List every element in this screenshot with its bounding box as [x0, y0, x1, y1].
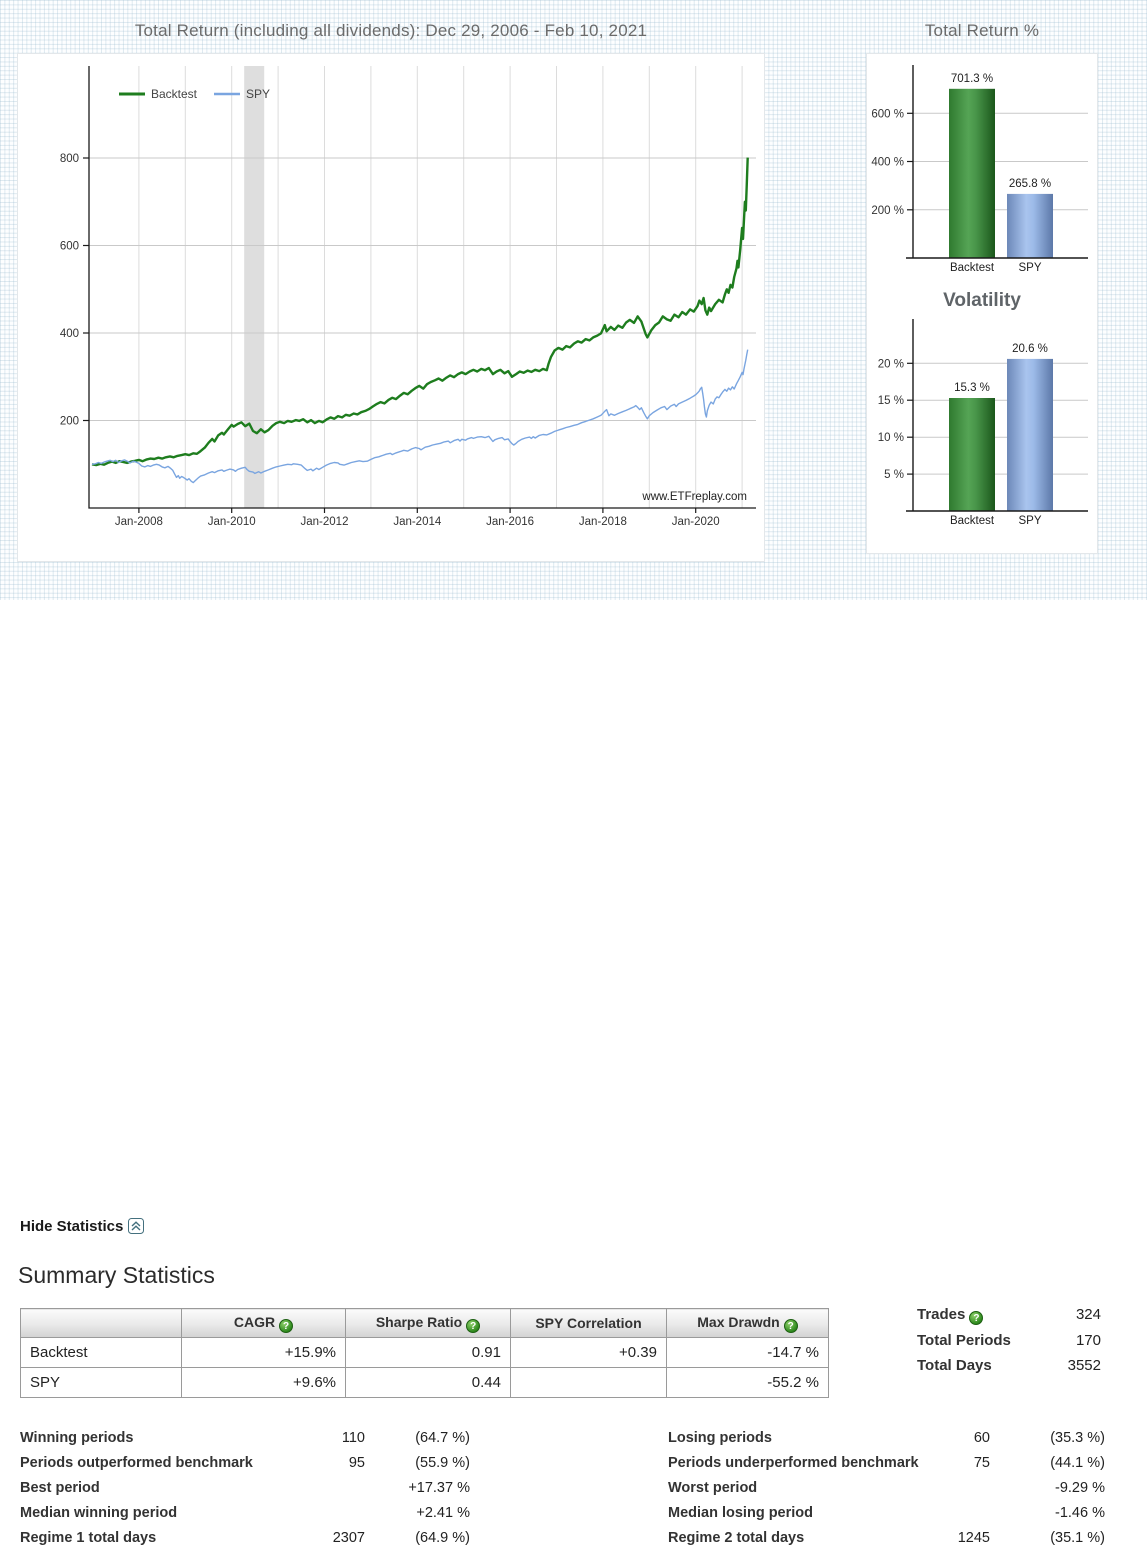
trades-label: Trades [917, 1306, 984, 1325]
svg-text:Jan-2012: Jan-2012 [301, 516, 349, 528]
svg-text:800: 800 [60, 153, 79, 165]
svg-text:Jan-2010: Jan-2010 [208, 516, 256, 528]
svg-text:20.6 %: 20.6 % [1012, 343, 1048, 355]
summary-statistics-heading: Summary Statistics [18, 1262, 215, 1288]
total-days-row: Total Days 3552 [917, 1357, 1101, 1377]
stat-row-regime2: Regime 2 total days 1245 (35.1 %) [668, 1530, 1105, 1546]
total-periods-label: Total Periods [917, 1332, 1011, 1349]
header-cagr: CAGR [181, 1308, 346, 1338]
help-icon[interactable] [969, 1311, 984, 1325]
svg-text:Jan-2016: Jan-2016 [486, 516, 534, 528]
header-empty [20, 1308, 182, 1338]
stat-row-best-period: Best period +17.37 % [20, 1480, 470, 1496]
svg-text:200 %: 200 % [871, 205, 904, 217]
max-drawdown-value: -55.2 % [666, 1367, 829, 1398]
help-icon[interactable] [279, 1318, 294, 1333]
row-name: SPY [20, 1367, 182, 1398]
spy-correlation-value: +0.39 [510, 1337, 667, 1368]
total-return-bar-chart: 200 % 400 % 600 % 701.3 % Backtest 265.8 % SPY [867, 54, 1099, 291]
svg-text:SPY: SPY [1018, 262, 1041, 274]
cagr-value: +9.6% [181, 1367, 346, 1398]
volatility-bar-chart: 5 % 10 % 15 % 20 % 15.3 % Backtest 20.6 % SPY [867, 314, 1099, 549]
hide-statistics-label: Hide Statistics [20, 1218, 124, 1235]
header-max-drawdown: Max Drawdn [666, 1308, 829, 1338]
collapse-up-icon [128, 1218, 145, 1238]
main-chart-title: Total Return (including all dividends): … [134, 21, 648, 40]
svg-text:400: 400 [60, 328, 79, 340]
header-sharpe: Sharpe Ratio [345, 1308, 511, 1338]
svg-text:Jan-2014: Jan-2014 [393, 516, 442, 528]
statistics-section: Hide Statistics Summary Statistics CAGR … [0, 600, 1147, 1546]
table-row: SPY +9.6% 0.44 -55.2 % [20, 1367, 829, 1398]
svg-text:Backtest: Backtest [950, 515, 995, 527]
stat-row-outperformed: Periods outperformed benchmark 95 (55.9 … [20, 1455, 470, 1471]
summary-statistics-table: CAGR Sharpe Ratio SPY Correlation Max Dr… [20, 1308, 829, 1398]
stat-row-worst-period: Worst period -9.29 % [668, 1480, 1105, 1496]
trades-value: 324 [1075, 1306, 1101, 1323]
stat-row-underperformed: Periods underperformed benchmark 75 (44.… [668, 1455, 1105, 1471]
total-return-chart-title: Total Return % [924, 21, 1040, 40]
table-header-row: CAGR Sharpe Ratio SPY Correlation Max Dr… [20, 1308, 829, 1338]
help-icon[interactable] [783, 1318, 798, 1333]
stat-row-winning-periods: Winning periods 110 (64.7 %) [20, 1430, 470, 1446]
volatility-chart-title: Volatility [943, 290, 1021, 311]
stat-row-median-winning: Median winning period +2.41 % [20, 1505, 470, 1521]
side-charts-panel: 200 % 400 % 600 % 701.3 % Backtest 265.8 % SPY… [866, 53, 1098, 554]
main-chart-panel: 200 400 600 800 Jan-2008 Jan-2010 Jan-2012 Jan-… [17, 53, 765, 562]
svg-text:400 %: 400 % [871, 157, 904, 169]
max-drawdown-value: -14.7 % [666, 1337, 829, 1368]
sharpe-value: 0.91 [345, 1337, 511, 1368]
svg-text:600: 600 [60, 241, 79, 253]
svg-text:600 %: 600 % [871, 108, 904, 120]
total-days-value: 3552 [1067, 1357, 1101, 1374]
total-periods-value: 170 [1075, 1332, 1101, 1349]
stat-row-median-losing: Median losing period -1.46 % [668, 1505, 1105, 1521]
svg-text:5 %: 5 % [884, 469, 904, 481]
row-name: Backtest [20, 1337, 182, 1368]
svg-text:15.3 %: 15.3 % [954, 382, 990, 394]
help-icon[interactable] [466, 1318, 481, 1333]
svg-text:10 %: 10 % [878, 432, 904, 444]
sharpe-value: 0.44 [345, 1367, 511, 1398]
svg-text:Jan-2018: Jan-2018 [579, 516, 627, 528]
svg-text:701.3 %: 701.3 % [951, 73, 993, 85]
trades-row: Trades 324 [917, 1306, 1101, 1326]
table-row: Backtest +15.9% 0.91 +0.39 -14.7 % [20, 1337, 829, 1368]
svg-text:Jan-2008: Jan-2008 [115, 516, 163, 528]
hide-statistics-link[interactable]: Hide Statistics [20, 1218, 145, 1238]
svg-text:200: 200 [60, 416, 79, 428]
svg-text:Backtest: Backtest [950, 262, 995, 274]
svg-text:265.8 %: 265.8 % [1009, 178, 1051, 190]
header-spy-correlation: SPY Correlation [510, 1308, 667, 1338]
svg-text:SPY: SPY [246, 87, 270, 101]
svg-text:www.ETFreplay.com: www.ETFreplay.com [641, 491, 747, 503]
svg-text:15 %: 15 % [878, 395, 904, 407]
svg-text:Jan-2020: Jan-2020 [672, 516, 720, 528]
total-periods-row: Total Periods 170 [917, 1332, 1101, 1352]
svg-text:20 %: 20 % [878, 358, 904, 370]
svg-text:SPY: SPY [1018, 515, 1041, 527]
svg-text:Backtest: Backtest [151, 87, 198, 101]
stat-row-losing-periods: Losing periods 60 (35.3 %) [668, 1430, 1105, 1446]
total-days-label: Total Days [917, 1357, 992, 1374]
stat-row-regime1: Regime 1 total days 2307 (64.9 %) [20, 1530, 470, 1546]
cagr-value: +15.9% [181, 1337, 346, 1368]
total-return-line-chart: 200 400 600 800 Jan-2008 Jan-2010 Jan-2012 Jan-… [18, 54, 766, 568]
spy-correlation-value [510, 1367, 667, 1398]
